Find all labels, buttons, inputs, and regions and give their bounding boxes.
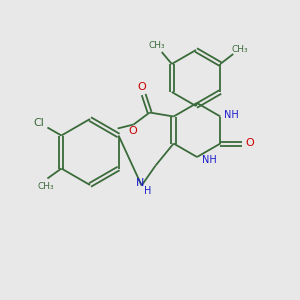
Text: NH: NH [202, 155, 216, 165]
Text: CH₃: CH₃ [232, 44, 249, 53]
Text: NH: NH [224, 110, 239, 119]
Text: N: N [135, 178, 144, 188]
Text: CH₃: CH₃ [37, 182, 54, 191]
Text: Cl: Cl [33, 118, 44, 128]
Text: O: O [137, 82, 146, 92]
Text: O: O [245, 139, 254, 148]
Text: O: O [128, 125, 137, 136]
Text: CH₃: CH₃ [148, 40, 165, 50]
Text: H: H [144, 187, 151, 196]
